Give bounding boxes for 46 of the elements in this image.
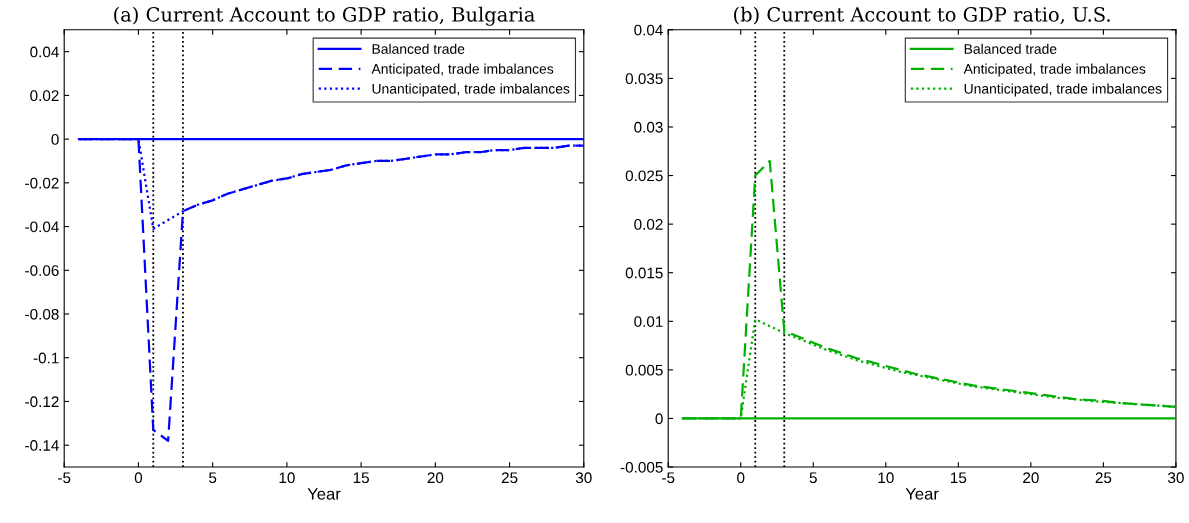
x-tick-label: 25 [501,472,518,484]
x-axis-title: Year [905,488,939,500]
x-tick-label: 0 [737,472,745,484]
x-tick-label: -5 [58,472,71,484]
x-tick-label: 20 [427,472,444,484]
x-tick-label: 5 [809,472,817,484]
y-tick-label: -0.005 [620,461,663,473]
x-tick-label: 30 [1168,472,1184,484]
y-tick-label: 0 [655,413,663,425]
x-tick-label: 25 [1095,472,1112,484]
legend-label: Anticipated, trade imbalances [371,63,554,77]
legend-label: Balanced trade [964,43,1057,54]
y-tick-label: 0 [51,133,59,145]
y-tick-label: 0.02 [634,219,663,230]
x-axis-title: Year [307,488,341,500]
chart-title: (b) Current Account to GDP ratio, U.S. [734,6,1110,25]
y-tick-label: 0.035 [625,73,663,85]
x-tick-label: 15 [353,472,369,484]
y-tick-label: -0.12 [25,396,59,408]
x-tick-label: 10 [878,472,894,484]
y-tick-label: 0.01 [634,316,663,327]
y-tick-label: -0.1 [33,352,59,364]
legend-label: Unanticipated, trade imbalances [372,83,570,97]
chart-title: (a) Current Account to GDP ratio, Bulgaria [114,6,535,26]
x-tick-label: -5 [662,472,675,484]
x-tick-label: 20 [1023,472,1039,484]
y-tick-label: -0.04 [25,221,59,233]
y-tick-label: -0.14 [25,440,59,451]
legend-label: Balanced trade [372,43,465,54]
y-tick-label: 0.015 [625,267,663,279]
y-tick-label: 0.04 [30,46,59,58]
x-tick-label: 30 [575,472,592,484]
legend-label: Unanticipated, trade imbalances [964,83,1162,97]
y-tick-label: -0.02 [25,177,59,189]
x-tick-label: 15 [951,472,967,484]
x-tick-label: 10 [279,472,295,484]
y-tick-label: 0.02 [30,90,59,102]
y-tick-label: -0.06 [25,265,59,276]
y-tick-label: 0.04 [634,24,663,36]
y-tick-label: 0.005 [625,364,663,376]
x-tick-label: 5 [209,472,217,484]
legend-label: Anticipated, trade imbalances [963,63,1146,77]
y-tick-label: 0.03 [634,121,663,133]
y-tick-label: 0.025 [625,170,663,182]
y-tick-label: -0.08 [25,308,59,320]
x-tick-label: 0 [134,472,143,484]
